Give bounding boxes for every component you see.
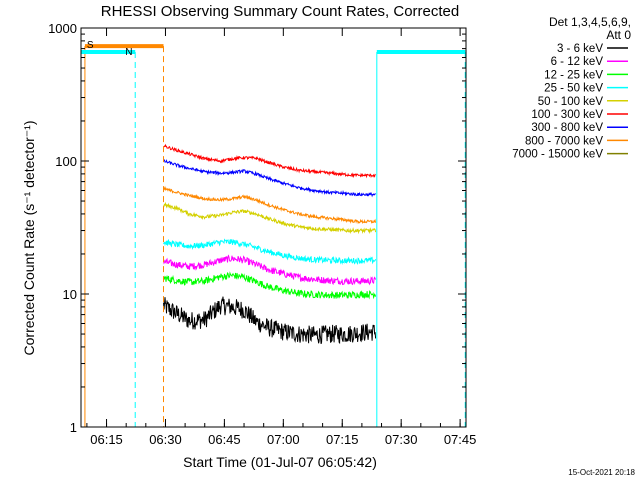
x-tick-label-5: 07:30: [385, 432, 418, 447]
axes-layer: 06:15 06:30 06:45 07:00 07:15 07:30 07:45 1 10 10…: [48, 21, 476, 447]
series-line-6: [163, 158, 376, 198]
x-tick-label-3: 07:00: [267, 432, 300, 447]
footer-timestamp: 15-Oct-2021 20:18: [568, 468, 635, 477]
x-tick-label-1: 06:30: [149, 432, 182, 447]
x-tick-label-4: 07:15: [326, 432, 359, 447]
x-tick-label-0: 06:15: [90, 432, 123, 447]
chart-title: RHESSI Observing Summary Count Rates, Co…: [101, 3, 459, 20]
legend-label-6: 300 - 800 keV: [531, 122, 603, 134]
y-tick-label-1: 10: [63, 287, 77, 302]
plot-frame: [80, 27, 467, 428]
legend-label-5: 100 - 300 keV: [531, 109, 603, 121]
series-line-2: [163, 271, 377, 300]
y-axis-label: Corrected Count Rate (s⁻¹ detector⁻¹): [21, 121, 37, 356]
y-tick-label-3: 1000: [48, 21, 77, 36]
legend-label-2: 12 - 25 keV: [544, 69, 603, 81]
legend-label-3: 25 - 50 keV: [544, 83, 603, 95]
state-bar-label-0: S: [87, 40, 94, 51]
series-line-7: [163, 185, 377, 225]
legend-label-8: 7000 - 15000 keV: [512, 149, 603, 161]
legend-label-4: 50 - 100 keV: [538, 96, 604, 108]
legend-label-0: 3 - 6 keV: [557, 43, 603, 55]
legend-label-1: 6 - 12 keV: [551, 56, 604, 68]
x-axis-label: Start Time (01-Jul-07 06:05:42): [183, 454, 377, 470]
x-tick-label-2: 06:45: [208, 432, 241, 447]
x-tick-label-6: 07:45: [444, 432, 477, 447]
series-line-3: [163, 238, 377, 266]
state-bar-label-1: N: [125, 47, 132, 58]
legend-header-line-1: Det 1,3,4,5,6,9,: [549, 15, 631, 29]
series-line-5: [163, 143, 376, 179]
series-line-4: [163, 201, 377, 235]
y-tick-label-0: 1: [70, 420, 77, 435]
legend-header-line-2: Att 0: [606, 28, 631, 42]
series-line-1: [163, 254, 377, 286]
series-line-0: [163, 296, 377, 345]
legend-label-7: 800 - 7000 keV: [525, 135, 603, 147]
y-tick-label-2: 100: [55, 154, 77, 169]
